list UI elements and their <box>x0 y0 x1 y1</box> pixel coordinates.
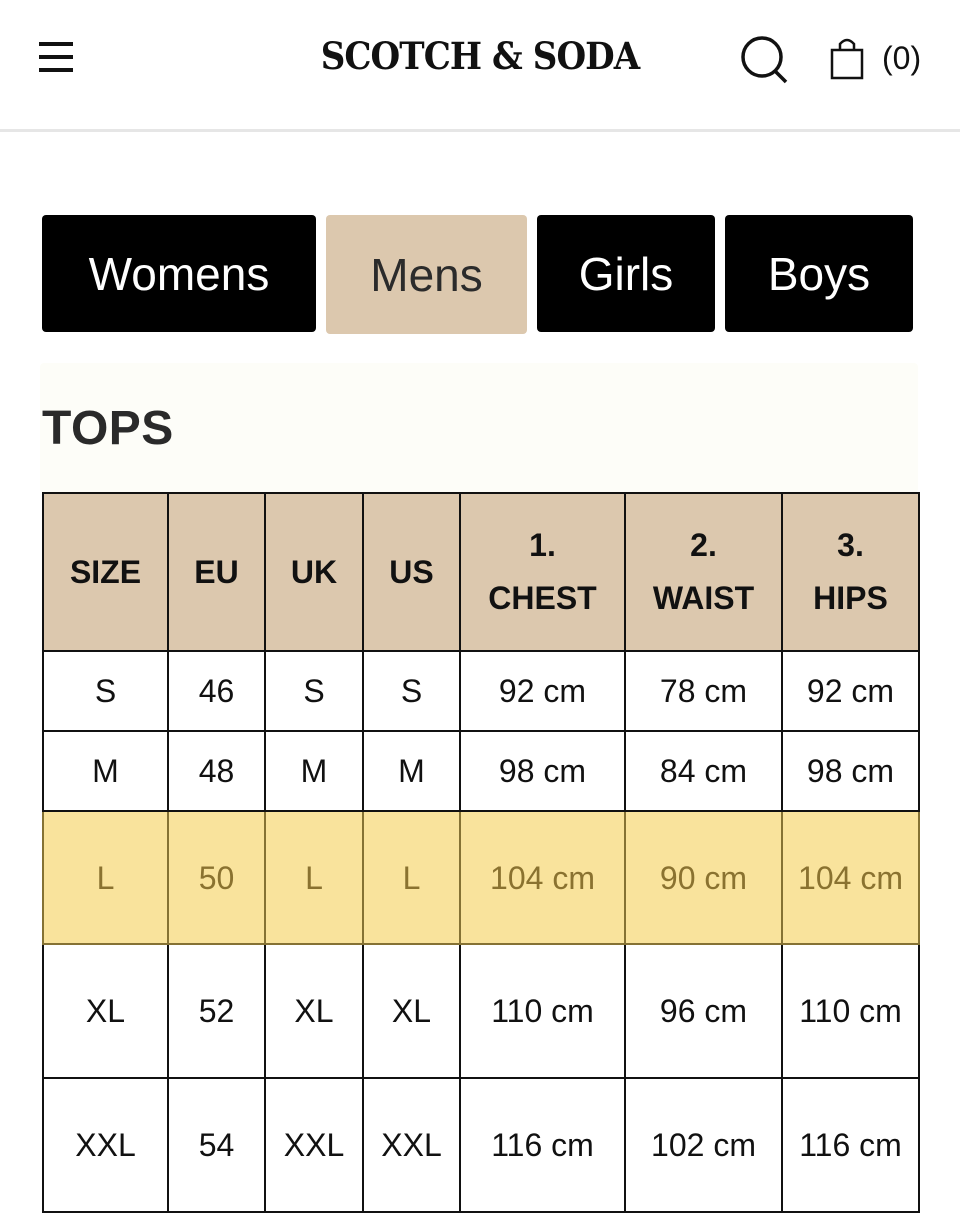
column-header-hips: 3. HIPS <box>781 492 920 652</box>
column-header-uk: UK <box>264 492 364 652</box>
cell-hips: 92 cm <box>781 650 920 732</box>
section-title: TOPS <box>42 402 174 455</box>
cell-chest: 98 cm <box>459 730 626 812</box>
table-row-highlighted: L 50 L L 104 cm 90 cm 104 cm <box>42 810 920 945</box>
hamburger-menu-icon[interactable] <box>39 42 73 72</box>
site-header: SCOTCH & SODA (0) <box>0 0 960 132</box>
cell-waist: 102 cm <box>624 1077 783 1213</box>
header-label: US <box>389 553 434 590</box>
cell-waist: 96 cm <box>624 943 783 1079</box>
cell-chest: 92 cm <box>459 650 626 732</box>
table-row: XL 52 XL XL 110 cm 96 cm 110 cm <box>42 943 920 1079</box>
brand-logo[interactable]: SCOTCH & SODA <box>320 34 640 78</box>
cell-hips: 110 cm <box>781 943 920 1079</box>
cell-uk: XXL <box>264 1077 364 1213</box>
cell-uk: M <box>264 730 364 812</box>
cell-chest: 116 cm <box>459 1077 626 1213</box>
header-label: HIPS <box>813 580 888 616</box>
cell-waist: 90 cm <box>624 810 783 945</box>
tab-womens[interactable]: Womens <box>42 215 316 332</box>
table-header-row: SIZE EU UK US 1. CHEST 2. WAIST 3. HIPS <box>42 492 920 652</box>
header-number: 2. <box>690 527 717 563</box>
cell-size: XL <box>42 943 169 1079</box>
section-header: TOPS <box>40 363 918 493</box>
cell-waist: 84 cm <box>624 730 783 812</box>
cell-eu: 50 <box>167 810 266 945</box>
header-label: SIZE <box>69 553 142 590</box>
table-row: XXL 54 XXL XXL 116 cm 102 cm 116 cm <box>42 1077 920 1213</box>
cell-us: XL <box>362 943 461 1079</box>
cell-hips: 104 cm <box>781 810 920 945</box>
cell-size: XXL <box>42 1077 169 1213</box>
cell-eu: 52 <box>167 943 266 1079</box>
tab-girls[interactable]: Girls <box>537 215 715 332</box>
header-number: 3. <box>837 527 864 563</box>
tab-mens[interactable]: Mens <box>326 215 527 334</box>
cell-hips: 116 cm <box>781 1077 920 1213</box>
cell-chest: 110 cm <box>459 943 626 1079</box>
column-header-us: US <box>362 492 461 652</box>
cell-uk: S <box>264 650 364 732</box>
cell-eu: 46 <box>167 650 266 732</box>
column-header-size: SIZE <box>42 492 169 652</box>
shopping-bag-icon[interactable] <box>830 36 866 80</box>
cell-size: S <box>42 650 169 732</box>
cell-size: M <box>42 730 169 812</box>
cell-uk: L <box>264 810 364 945</box>
column-header-waist: 2. WAIST <box>624 492 783 652</box>
size-chart-table: SIZE EU UK US 1. CHEST 2. WAIST 3. HIPS S 46… <box>42 492 920 1213</box>
header-label: WAIST <box>652 580 755 616</box>
cell-uk: XL <box>264 943 364 1079</box>
cell-us: M <box>362 730 461 812</box>
cell-eu: 54 <box>167 1077 266 1213</box>
tab-boys[interactable]: Boys <box>725 215 913 332</box>
table-row: S 46 S S 92 cm 78 cm 92 cm <box>42 650 920 732</box>
cell-waist: 78 cm <box>624 650 783 732</box>
header-label: CHEST <box>488 580 597 616</box>
cell-hips: 98 cm <box>781 730 920 812</box>
cell-us: L <box>362 810 461 945</box>
header-label: UK <box>290 553 338 590</box>
column-header-eu: EU <box>167 492 266 652</box>
header-number: 1. <box>529 527 556 563</box>
cell-size: L <box>42 810 169 945</box>
table-row: M 48 M M 98 cm 84 cm 98 cm <box>42 730 920 812</box>
search-icon[interactable] <box>740 36 790 84</box>
column-header-chest: 1. CHEST <box>459 492 626 652</box>
cart-count[interactable]: (0) <box>882 40 922 76</box>
cell-us: XXL <box>362 1077 461 1213</box>
cell-eu: 48 <box>167 730 266 812</box>
cell-us: S <box>362 650 461 732</box>
header-label: EU <box>194 553 239 590</box>
cell-chest: 104 cm <box>459 810 626 945</box>
